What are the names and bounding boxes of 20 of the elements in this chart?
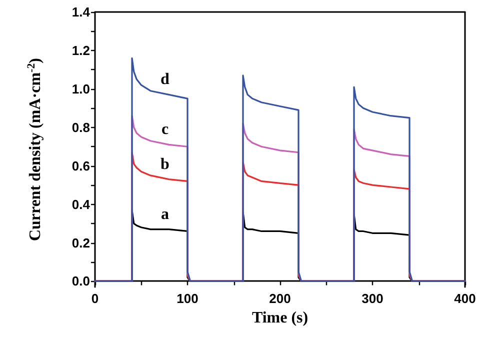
y-tick-label: 0.6: [72, 158, 90, 174]
y-tick-label: 1.4: [72, 4, 91, 20]
x-tick-label: 200: [269, 291, 291, 306]
y-tick-label: 0.4: [72, 196, 91, 212]
series-label: a: [161, 206, 169, 223]
x-tick-label: 400: [454, 291, 476, 306]
series-label: d: [160, 71, 170, 88]
y-tick-label: 0.8: [72, 120, 90, 135]
y-tick-label: 0.0: [72, 274, 90, 289]
x-tick-label: 300: [362, 291, 384, 306]
series-label: b: [160, 156, 170, 173]
x-axis-title: Time (s): [252, 309, 308, 326]
series-label: c: [161, 121, 169, 138]
y-tick-label: 1.0: [72, 81, 90, 96]
line-series: [94, 57, 466, 282]
x-tick-label: 0: [91, 291, 99, 306]
y-tick-label: 0.2: [72, 235, 90, 250]
y-axis-title: Current density (mA·cm-2): [26, 58, 44, 242]
x-tick-label: 100: [176, 291, 198, 306]
y-tick-label: 1.2: [72, 42, 90, 58]
